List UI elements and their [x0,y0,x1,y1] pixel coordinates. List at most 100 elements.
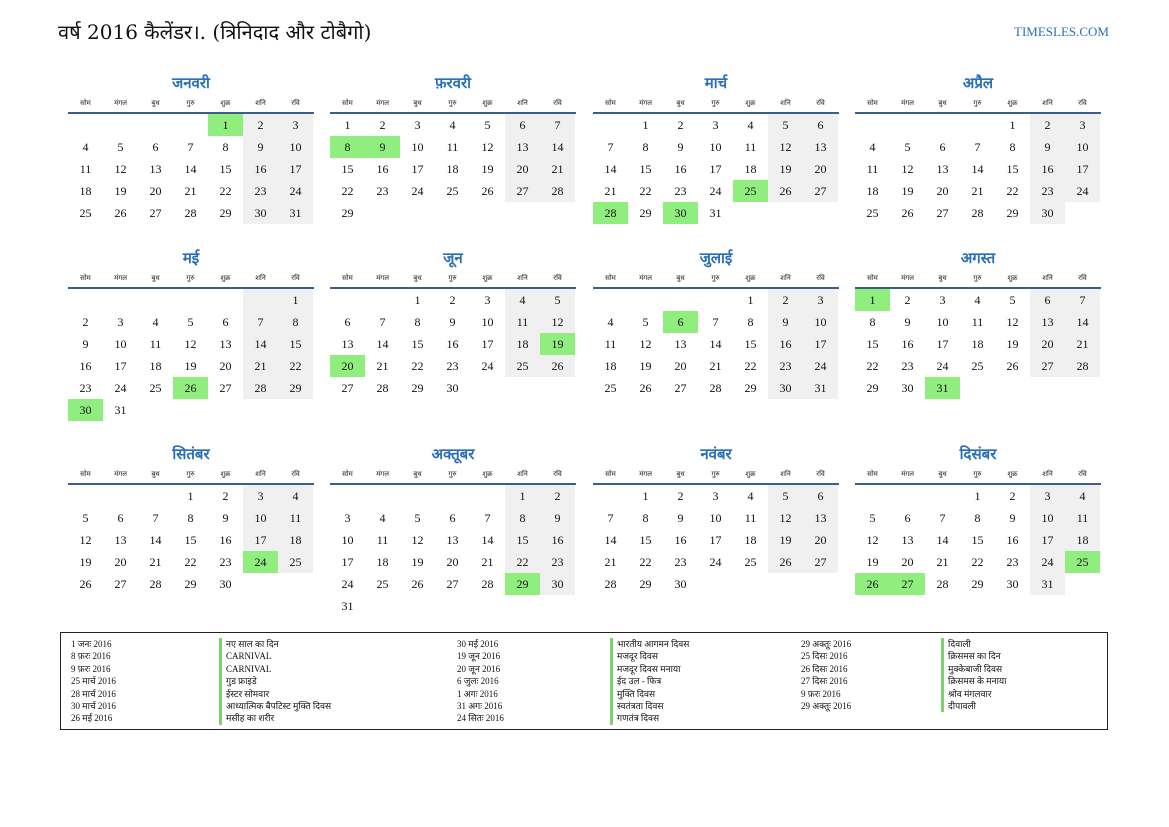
day-cell[interactable]: 7 [712,315,719,329]
day-cell[interactable]: 13 [114,533,127,547]
day-cell[interactable]: 5 [540,289,575,311]
day-cell[interactable]: 28 [376,381,389,395]
day-cell[interactable]: 17 [803,333,838,355]
day-cell[interactable]: 29 [639,206,652,220]
day-cell[interactable]: 12 [79,533,92,547]
day-cell[interactable]: 3 [1065,114,1100,136]
day-cell[interactable]: 24 [1065,180,1100,202]
day-cell[interactable]: 12 [540,311,575,333]
day-cell[interactable]: 6 [505,114,540,136]
day-cell[interactable]: 24 [278,180,313,202]
day-cell[interactable]: 18 [376,555,389,569]
day-cell[interactable]: 4 [1065,485,1100,507]
day-cell[interactable]: 27 [341,381,354,395]
day-cell[interactable]: 17 [481,337,494,351]
day-cell[interactable]: 7 [243,311,278,333]
day-cell[interactable]: 25 [376,577,389,591]
day-cell[interactable]: 1 [1009,118,1016,132]
site-link[interactable]: TIMESLES.COM [1014,24,1109,39]
day-cell[interactable]: 13 [674,337,687,351]
day-cell[interactable]: 25 [278,551,313,573]
day-cell[interactable]: 12 [114,162,127,176]
day-cell[interactable]: 23 [1030,180,1065,202]
day-cell[interactable]: 29 [411,381,424,395]
day-cell[interactable]: 8 [278,311,313,333]
holiday-day[interactable]: 1 [208,114,243,136]
day-cell[interactable]: 15 [866,337,879,351]
day-cell[interactable]: 21 [149,555,162,569]
day-cell[interactable]: 29 [219,206,232,220]
day-cell[interactable]: 19 [411,555,424,569]
day-cell[interactable]: 22 [639,555,652,569]
day-cell[interactable]: 20 [803,158,838,180]
day-cell[interactable]: 25 [866,206,879,220]
day-cell[interactable]: 20 [149,184,162,198]
day-cell[interactable]: 8 [222,140,229,154]
day-cell[interactable]: 19 [866,555,879,569]
day-cell[interactable]: 20 [936,184,949,198]
day-cell[interactable]: 15 [278,333,313,355]
day-cell[interactable]: 11 [278,507,313,529]
day-cell[interactable]: 1 [642,118,649,132]
day-cell[interactable]: 5 [768,114,803,136]
holiday-day[interactable]: 9 [365,136,400,158]
day-cell[interactable]: 5 [484,118,491,132]
day-cell[interactable]: 22 [866,359,879,373]
day-cell[interactable]: 13 [341,337,354,351]
day-cell[interactable]: 21 [936,555,949,569]
day-cell[interactable]: 22 [219,184,232,198]
day-cell[interactable]: 9 [243,136,278,158]
day-cell[interactable]: 16 [446,337,459,351]
day-cell[interactable]: 4 [607,315,614,329]
day-cell[interactable]: 18 [604,359,617,373]
day-cell[interactable]: 21 [481,555,494,569]
day-cell[interactable]: 15 [744,337,757,351]
day-cell[interactable]: 20 [901,555,914,569]
day-cell[interactable]: 14 [481,533,494,547]
day-cell[interactable]: 17 [411,162,424,176]
day-cell[interactable]: 28 [1065,355,1100,377]
day-cell[interactable]: 7 [484,511,491,525]
day-cell[interactable]: 14 [971,162,984,176]
day-cell[interactable]: 24 [936,359,949,373]
day-cell[interactable]: 7 [1065,289,1100,311]
day-cell[interactable]: 28 [540,180,575,202]
day-cell[interactable]: 14 [936,533,949,547]
day-cell[interactable]: 7 [607,511,614,525]
day-cell[interactable]: 10 [1065,136,1100,158]
day-cell[interactable]: 16 [540,529,575,551]
day-cell[interactable]: 5 [82,511,89,525]
day-cell[interactable]: 12 [768,136,803,158]
day-cell[interactable]: 5 [414,511,421,525]
day-cell[interactable]: 23 [674,555,687,569]
day-cell[interactable]: 17 [709,533,722,547]
day-cell[interactable]: 20 [1030,333,1065,355]
day-cell[interactable]: 8 [1009,140,1016,154]
day-cell[interactable]: 18 [79,184,92,198]
day-cell[interactable]: 30 [1030,202,1065,224]
day-cell[interactable]: 28 [481,577,494,591]
day-cell[interactable]: 15 [971,533,984,547]
day-cell[interactable]: 3 [712,489,719,503]
day-cell[interactable]: 16 [79,359,92,373]
holiday-day[interactable]: 19 [540,333,575,355]
day-cell[interactable]: 28 [936,577,949,591]
day-cell[interactable]: 16 [674,162,687,176]
day-cell[interactable]: 4 [869,140,876,154]
day-cell[interactable]: 18 [744,162,757,176]
day-cell[interactable]: 15 [184,533,197,547]
day-cell[interactable]: 9 [768,311,803,333]
day-cell[interactable]: 28 [971,206,984,220]
day-cell[interactable]: 10 [411,140,424,154]
holiday-day[interactable]: 24 [243,551,278,573]
day-cell[interactable]: 11 [79,162,92,176]
day-cell[interactable]: 22 [505,551,540,573]
day-cell[interactable]: 9 [677,140,684,154]
day-cell[interactable]: 18 [446,162,459,176]
day-cell[interactable]: 1 [747,293,754,307]
day-cell[interactable]: 16 [674,533,687,547]
day-cell[interactable]: 14 [1065,311,1100,333]
day-cell[interactable]: 10 [481,315,494,329]
holiday-day[interactable]: 29 [505,573,540,595]
day-cell[interactable]: 31 [341,599,354,613]
